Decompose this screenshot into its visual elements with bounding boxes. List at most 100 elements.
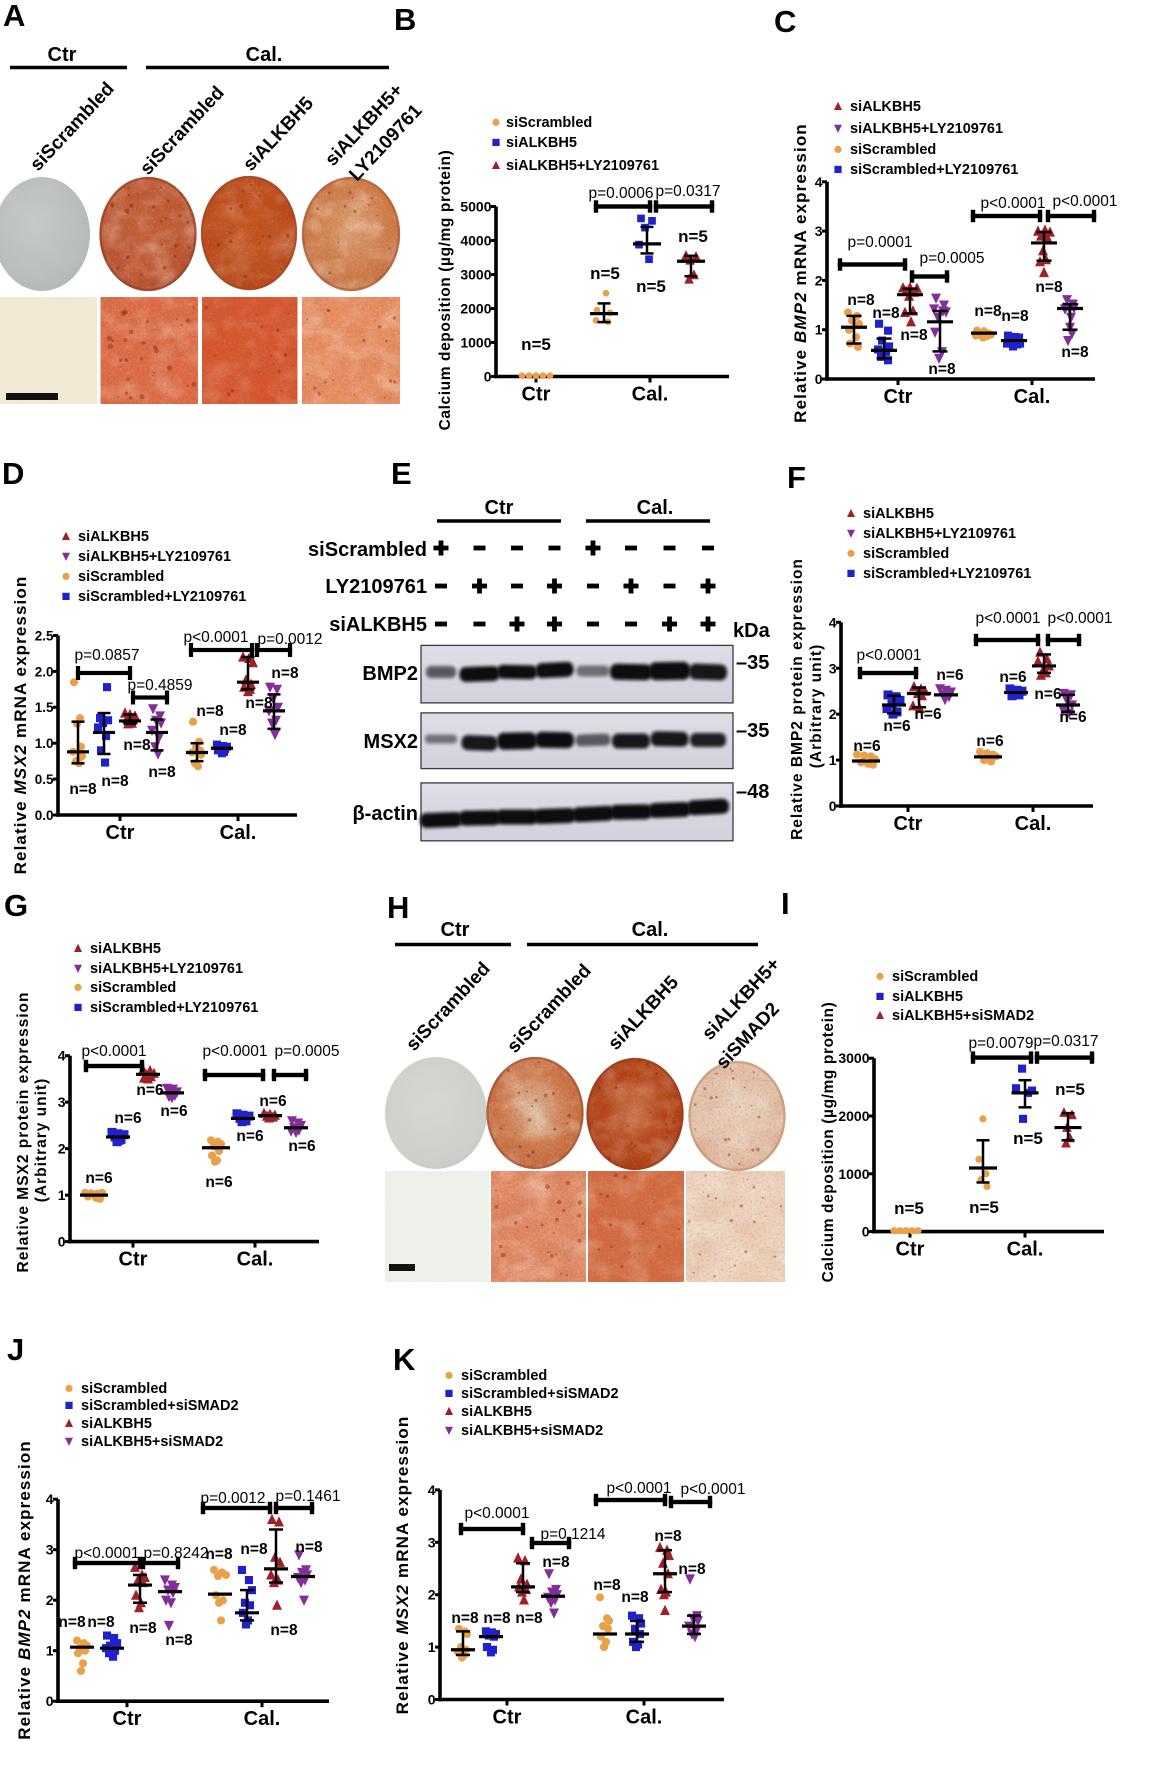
svg-text:β-actin: β-actin — [352, 803, 418, 825]
svg-text:2: 2 — [58, 1141, 66, 1157]
svg-text:2.5: 2.5 — [35, 628, 54, 643]
svg-text:1.5: 1.5 — [35, 700, 54, 715]
svg-text:n=8: n=8 — [270, 1622, 298, 1639]
svg-text:siALKBH5+LY2109761: siALKBH5+LY2109761 — [506, 158, 659, 174]
svg-text:2: 2 — [428, 1587, 436, 1603]
svg-text:n=8: n=8 — [219, 722, 247, 739]
svg-text:siALKBH5+LY2109761: siALKBH5+LY2109761 — [78, 549, 231, 565]
svg-text:siALKBH5: siALKBH5 — [329, 614, 427, 636]
svg-text:Ctr: Ctr — [884, 386, 913, 408]
svg-text:siALKBH5+LY2109761: siALKBH5+LY2109761 — [863, 526, 1016, 542]
svg-text:K: K — [393, 1342, 416, 1377]
svg-text:n=8: n=8 — [483, 1610, 511, 1627]
svg-text:n=6: n=6 — [976, 733, 1004, 750]
svg-text:Ctr: Ctr — [119, 1249, 148, 1271]
svg-text:0: 0 — [58, 1234, 66, 1250]
svg-text:1.0: 1.0 — [35, 736, 54, 751]
svg-text:Cal.: Cal. — [1015, 813, 1052, 835]
svg-text:3: 3 — [815, 223, 823, 239]
svg-text:siALKBH5: siALKBH5 — [863, 506, 934, 522]
svg-text:p=0.0079: p=0.0079 — [968, 1035, 1033, 1052]
svg-text:p=0.0001: p=0.0001 — [847, 234, 912, 251]
svg-text:siALKBH5: siALKBH5 — [850, 99, 921, 115]
svg-text:A: A — [3, 0, 25, 33]
svg-text:J: J — [7, 1332, 24, 1367]
svg-text:siScrambled+LY2109761: siScrambled+LY2109761 — [90, 1000, 258, 1016]
svg-text:0: 0 — [862, 1224, 870, 1240]
svg-text:Ctr: Ctr — [896, 1239, 925, 1261]
svg-text:siScrambled: siScrambled — [850, 142, 936, 158]
svg-text:siALKBH5: siALKBH5 — [461, 1404, 532, 1420]
svg-text:siScrambled+siSMAD2: siScrambled+siSMAD2 — [81, 1398, 239, 1414]
svg-text:n=8: n=8 — [123, 737, 151, 754]
svg-text:p=0.0857: p=0.0857 — [74, 647, 139, 664]
svg-text:Relative BMP2 mRNA expression: Relative BMP2 mRNA expression — [15, 1440, 34, 1740]
svg-text:G: G — [4, 888, 28, 923]
svg-text:n=6: n=6 — [999, 669, 1027, 686]
svg-text:p<0.0001: p<0.0001 — [980, 195, 1045, 212]
svg-text:p=0.0006: p=0.0006 — [588, 185, 653, 202]
svg-text:MSX2: MSX2 — [364, 731, 418, 753]
svg-text:n=8: n=8 — [295, 1539, 323, 1556]
svg-text:n=6: n=6 — [136, 1082, 164, 1099]
svg-text:n=8: n=8 — [165, 1632, 193, 1649]
svg-text:p=0.0012: p=0.0012 — [200, 1490, 265, 1507]
svg-text:LY2109761: LY2109761 — [325, 576, 427, 598]
svg-text:p<0.0001: p<0.0001 — [1052, 193, 1117, 210]
svg-text:1000: 1000 — [460, 335, 491, 351]
svg-text:3000: 3000 — [460, 267, 491, 283]
svg-text:BMP2: BMP2 — [362, 663, 418, 685]
svg-text:3: 3 — [46, 1542, 54, 1558]
svg-text:2: 2 — [815, 272, 823, 288]
svg-text:n=6: n=6 — [85, 1170, 113, 1187]
svg-text:siScrambled: siScrambled — [90, 980, 176, 996]
svg-text:siScrambled: siScrambled — [506, 115, 592, 131]
svg-text:n=8: n=8 — [542, 1554, 570, 1571]
svg-text:siALKBH5+siSMAD2: siALKBH5+siSMAD2 — [461, 1423, 603, 1439]
svg-text:Cal.: Cal. — [1007, 1239, 1044, 1261]
svg-text:siALKBH5+LY2109761: siALKBH5+LY2109761 — [90, 961, 243, 977]
svg-text:Ctr: Ctr — [441, 919, 470, 941]
svg-text:siScrambled+LY2109761: siScrambled+LY2109761 — [863, 566, 1031, 582]
svg-text:p<0.0001: p<0.0001 — [81, 1043, 146, 1060]
svg-text:2.0: 2.0 — [35, 664, 54, 679]
svg-text:Ctr: Ctr — [493, 1707, 522, 1729]
svg-text:Cal.: Cal. — [220, 822, 257, 844]
svg-text:Cal.: Cal. — [1014, 386, 1051, 408]
svg-text:Cal.: Cal. — [246, 44, 283, 66]
svg-text:n=8: n=8 — [451, 1610, 479, 1627]
svg-text:n=8: n=8 — [1001, 308, 1029, 325]
svg-text:p=0.0005: p=0.0005 — [919, 250, 984, 267]
svg-text:4: 4 — [46, 1491, 54, 1507]
svg-text:siScrambled+LY2109761: siScrambled+LY2109761 — [78, 589, 246, 605]
svg-text:n=5: n=5 — [894, 1199, 924, 1218]
svg-text:Calcium deposition (µg/mg prot: Calcium deposition (µg/mg protein) — [820, 1002, 837, 1283]
svg-text:n=8: n=8 — [515, 1610, 543, 1627]
svg-text:5000: 5000 — [460, 199, 491, 215]
svg-text:4: 4 — [428, 1482, 436, 1498]
svg-text:p=0.1461: p=0.1461 — [275, 1488, 340, 1505]
svg-text:p<0.0001: p<0.0001 — [464, 1505, 529, 1522]
svg-text:Relative MSX2 protein expressi: Relative MSX2 protein expression — [15, 992, 32, 1273]
svg-text:(Arbitrary unit): (Arbitrary unit) — [33, 1078, 50, 1203]
svg-text:siScrambled: siScrambled — [461, 1368, 547, 1384]
svg-text:1: 1 — [829, 752, 837, 768]
svg-text:p=0.0005: p=0.0005 — [274, 1043, 339, 1060]
svg-text:siScrambled: siScrambled — [863, 546, 949, 562]
svg-text:0: 0 — [815, 371, 823, 387]
svg-text:n=6: n=6 — [259, 1093, 287, 1110]
svg-text:3: 3 — [58, 1094, 66, 1110]
svg-text:1: 1 — [46, 1643, 54, 1659]
svg-text:0: 0 — [46, 1693, 54, 1709]
svg-text:p=0.0317: p=0.0317 — [655, 183, 720, 200]
svg-text:n=5: n=5 — [969, 1198, 999, 1217]
svg-text:siScrambled: siScrambled — [78, 569, 164, 585]
svg-text:p<0.0001: p<0.0001 — [74, 1545, 139, 1562]
svg-text:B: B — [394, 2, 416, 37]
svg-text:n=6: n=6 — [288, 1138, 316, 1155]
svg-text:n=8: n=8 — [205, 1546, 233, 1563]
svg-text:n=6: n=6 — [1034, 686, 1062, 703]
svg-text:n=8: n=8 — [87, 1614, 115, 1631]
svg-text:0: 0 — [428, 1692, 436, 1708]
svg-text:2000: 2000 — [460, 301, 491, 317]
